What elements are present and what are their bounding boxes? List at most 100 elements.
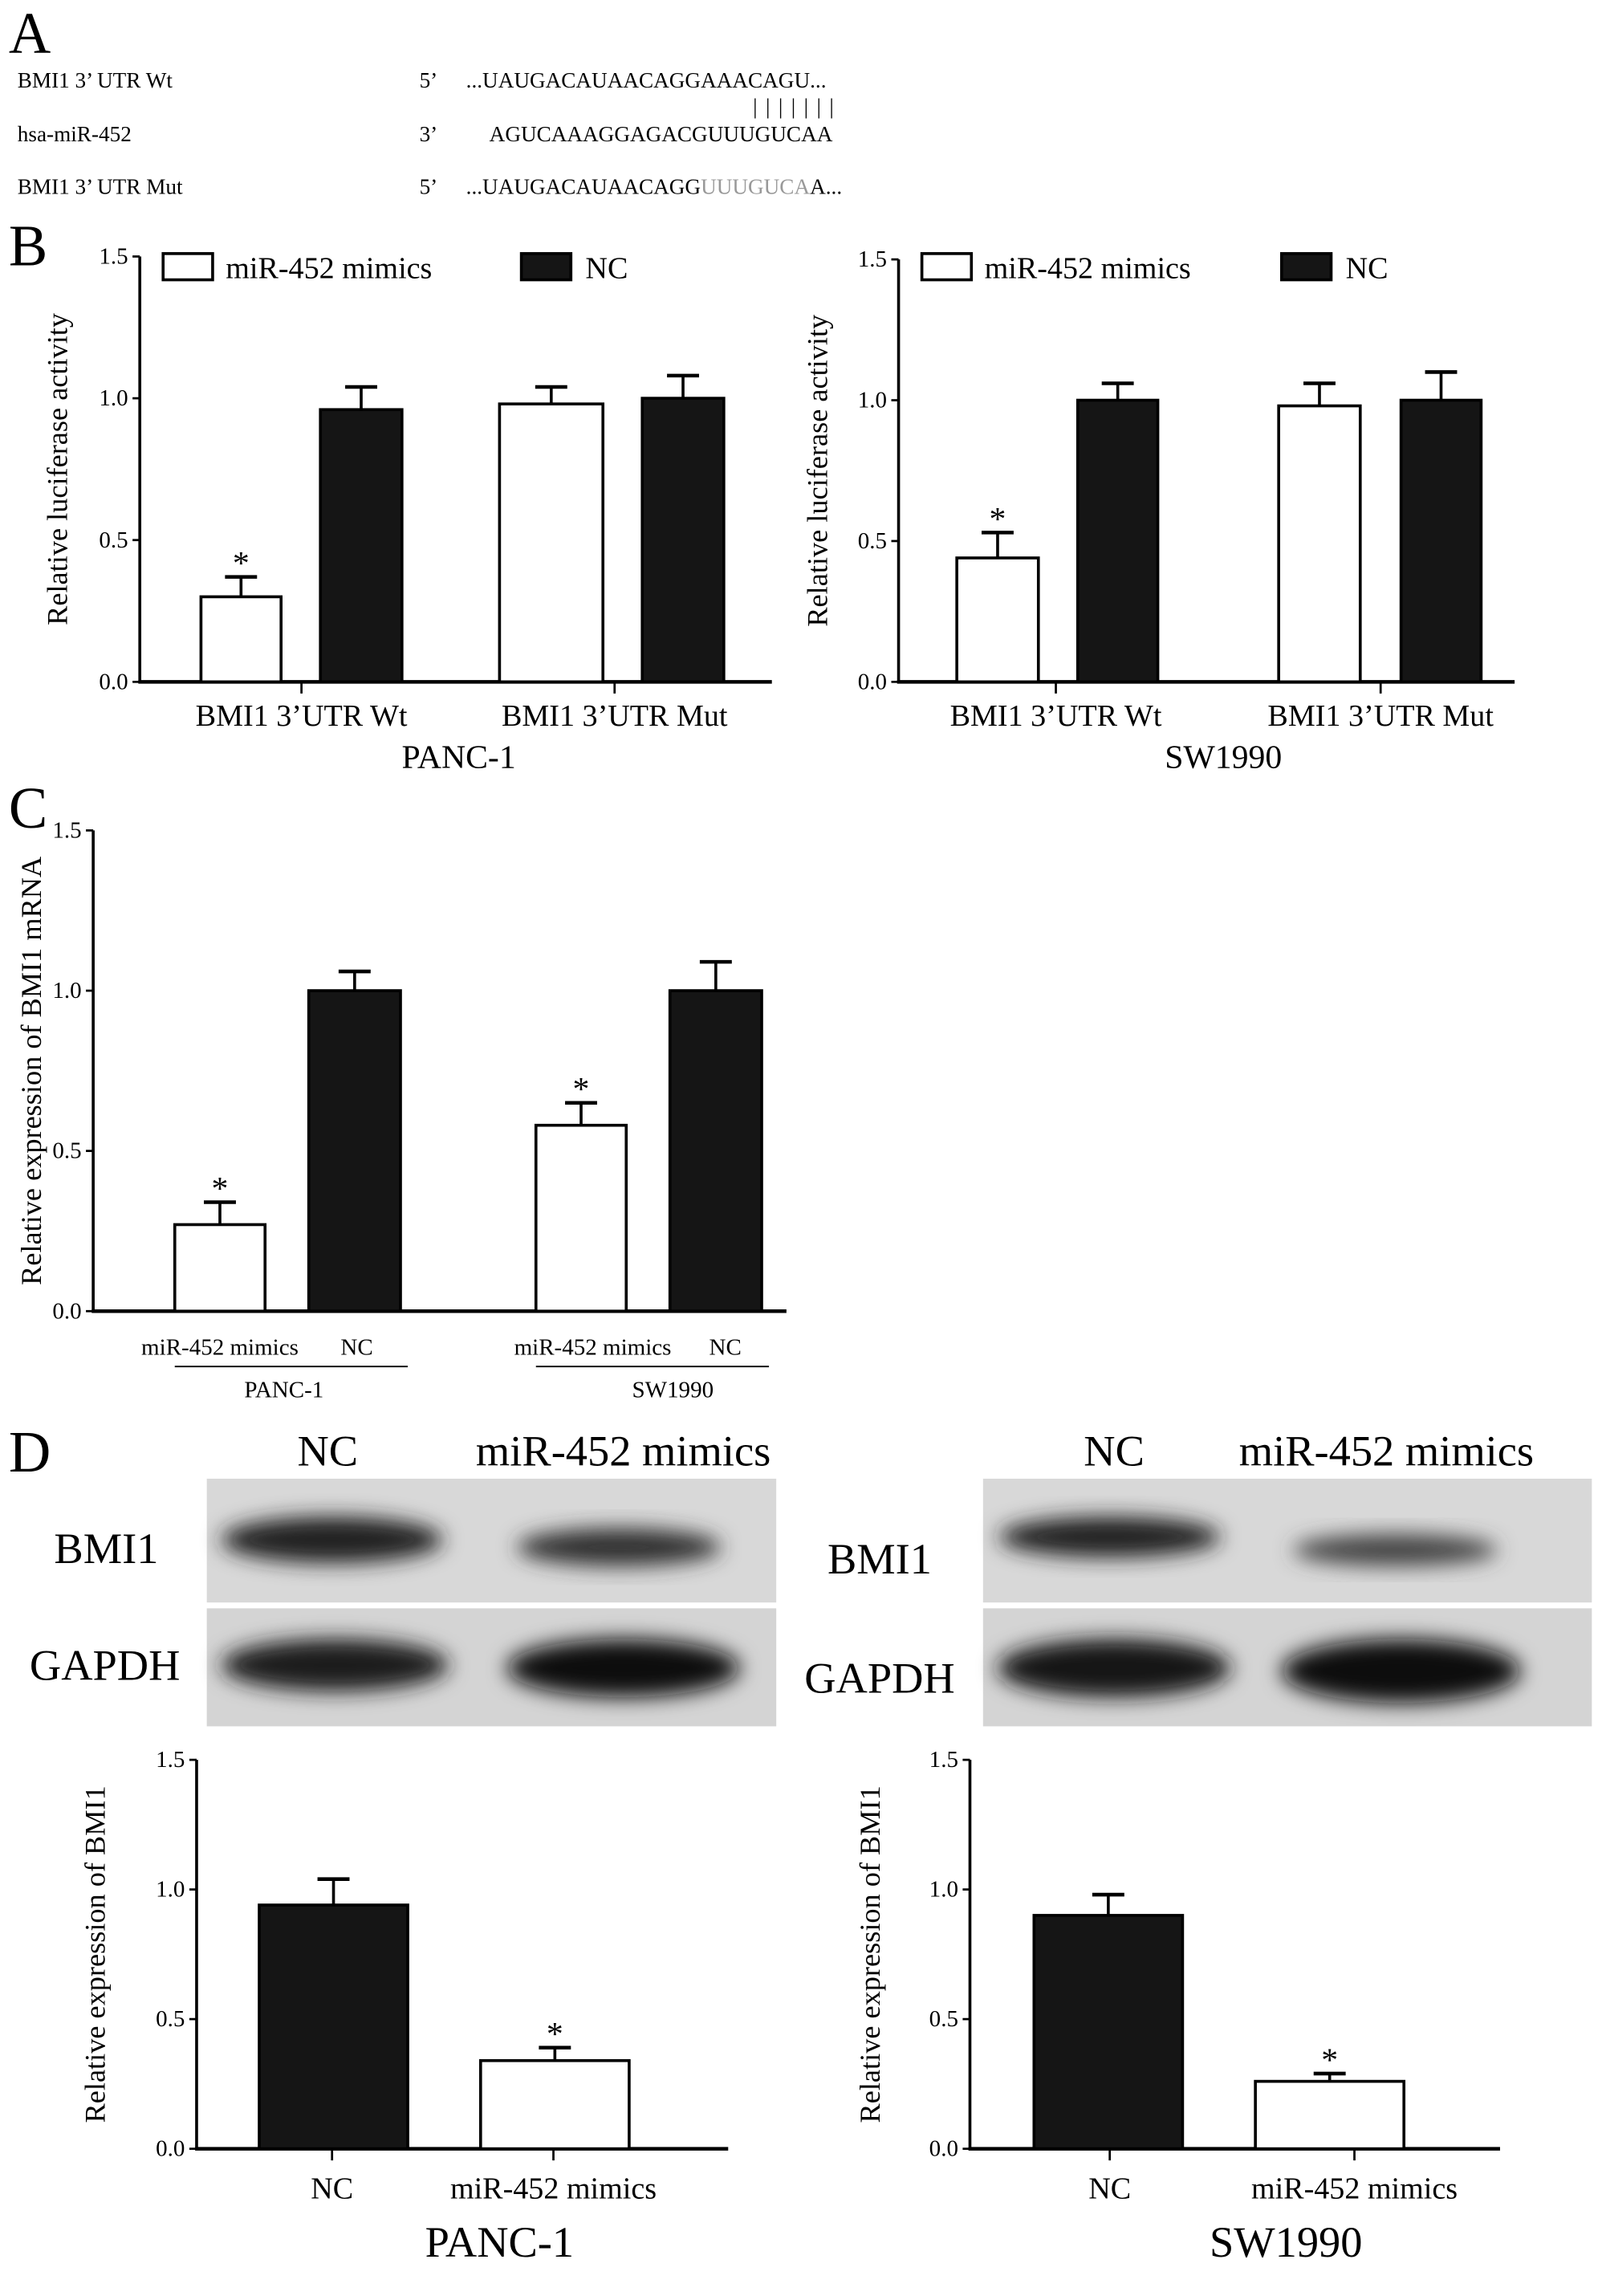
significance-mark: * (573, 1071, 590, 1108)
x-group-label: PANC-1 (244, 1377, 323, 1402)
y-axis-label: Relative expression of BMI1 (854, 1785, 886, 2123)
y-tick-label: 0.0 (858, 669, 887, 694)
bar (258, 1903, 409, 2151)
bar (1277, 404, 1362, 684)
blot-lane-label: NC (1084, 1427, 1145, 1476)
y-tick-label: 1.5 (858, 246, 887, 272)
legend-label: NC (585, 252, 628, 286)
legend-label: NC (1346, 252, 1389, 286)
sequence-alignment: BMI1 3’ UTR Wt 5’ ...UAUGACAUAACAGGAAACA… (18, 68, 842, 198)
y-tick-label: 1.5 (929, 1747, 958, 1773)
y-tick-label: 1.0 (52, 978, 81, 1003)
chart-title: SW1990 (1210, 2217, 1362, 2266)
blot-row-label: BMI1 (54, 1524, 158, 1573)
legend-swatch (519, 252, 573, 282)
blot-row-label: GAPDH (804, 1654, 954, 1703)
bar (307, 989, 402, 1313)
seq-mut-suffix: A... (810, 174, 842, 198)
blot-row-label: BMI1 (827, 1534, 932, 1583)
bar (1399, 398, 1483, 684)
blot-band (221, 1639, 449, 1691)
pairing-marks: | | | | | | | (753, 95, 836, 119)
chart-d-sw1990: 0.0 0.5 1.0 1.5 Relative expression of BMI1 *… (854, 1747, 1500, 2266)
y-tick-label: 0.5 (99, 527, 128, 553)
chart-b-sw1990: 0.0 0.5 1.0 1.5 Relative luciferase activity… (802, 246, 1515, 776)
blot-band (517, 1528, 722, 1566)
legend-label: miR-452 mimics (985, 252, 1191, 286)
y-tick-label: 1.0 (99, 385, 128, 411)
y-tick-label: 0.0 (929, 2136, 958, 2162)
blot-lane-label: miR-452 mimics (1239, 1427, 1534, 1476)
chart-d-panc-1: 0.0 0.5 1.0 1.5 Relative expression of BMI1 *… (79, 1747, 729, 2266)
significance-mark: * (547, 2016, 563, 2053)
y-axis-label: Relative luciferase activity (41, 313, 73, 625)
seq-wt: ...UAUGACAUAACAGGAAACAGU... (466, 68, 827, 92)
y-axis-label: Relative luciferase activity (802, 315, 834, 627)
bar (1032, 1914, 1185, 2151)
blot-row-label: GAPDH (30, 1640, 180, 1689)
blot-band (998, 1516, 1221, 1557)
blot-lane-label: miR-452 mimics (476, 1427, 771, 1476)
panel-label-c: C (9, 776, 47, 841)
bar (498, 402, 605, 684)
y-tick-label: 1.0 (858, 388, 887, 413)
significance-mark: * (990, 501, 1006, 538)
panel-label-b: B (9, 213, 47, 278)
seq-name-wt: BMI1 3’ UTR Wt (18, 68, 173, 92)
x-tick-label: NC (311, 2172, 353, 2205)
x-tick-label: BMI1 3’UTR Mut (502, 699, 728, 733)
seq-mut-mutated: UUUGUCA (701, 174, 810, 198)
seq-name-mut: BMI1 3’ UTR Mut (18, 174, 183, 198)
bar (319, 408, 404, 684)
blot-right: NC miR-452 mimics BMI1 GAPDH (804, 1427, 1592, 1727)
significance-mark: * (212, 1170, 229, 1207)
blot-band (997, 1639, 1231, 1698)
x-tick-label: miR-452 mimics (450, 2172, 657, 2205)
legend-swatch (1279, 252, 1333, 282)
y-tick-label: 1.5 (156, 1747, 185, 1773)
blot-band (506, 1639, 740, 1698)
seq-name-mir: hsa-miR-452 (18, 122, 132, 146)
seq-mir: AGUCAAAGGAGACGUUUGUCAA (490, 122, 833, 146)
significance-mark: * (1321, 2042, 1338, 2078)
x-tick-label: BMI1 3’UTR Mut (1267, 699, 1494, 733)
bar (1254, 2079, 1406, 2151)
y-axis-label: Relative expression of BMI1 mRNA (15, 857, 47, 1285)
bar (955, 556, 1040, 684)
bar (534, 1123, 628, 1313)
significance-mark: * (233, 545, 250, 582)
bar (640, 397, 726, 684)
x-tick-label: NC (1088, 2172, 1131, 2205)
bar (668, 989, 763, 1313)
x-sub-label: miR-452 mimics (141, 1335, 299, 1361)
bar (1075, 398, 1160, 684)
chart-b-panc-1: 0.0 0.5 1.0 1.5 Relative luciferase activity… (41, 244, 772, 776)
seq-mut: ...UAUGACAUAACAGGUUUGUCAA... (466, 174, 843, 198)
blot-band (221, 1516, 443, 1564)
y-tick-label: 0.5 (156, 2006, 185, 2032)
y-tick-label: 1.0 (156, 1877, 185, 1903)
x-tick-label: BMI1 3’UTR Wt (950, 699, 1162, 733)
seq-mut-prefix: ...UAUGACAUAACAGG (466, 174, 701, 198)
x-group-label: SW1990 (632, 1377, 714, 1402)
seq-end-mut: 5’ (420, 174, 438, 198)
y-tick-label: 0.5 (929, 2006, 958, 2032)
chart-title: PANC-1 (425, 2217, 575, 2266)
y-tick-label: 1.0 (929, 1877, 958, 1903)
blot-band (1281, 1639, 1521, 1704)
y-tick-label: 1.5 (52, 818, 81, 844)
chart-title: SW1990 (1165, 739, 1282, 776)
x-sub-label: miR-452 mimics (514, 1335, 672, 1361)
y-tick-label: 0.5 (52, 1138, 81, 1164)
x-tick-label: BMI1 3’UTR Wt (196, 699, 408, 733)
blot-left: NC miR-452 mimics BMI1 GAPDH (30, 1427, 777, 1727)
y-tick-label: 0.0 (156, 2136, 185, 2162)
blot-band (1293, 1533, 1498, 1566)
chart-title: PANC-1 (401, 739, 515, 776)
bar (478, 2058, 631, 2151)
seq-end-mir: 3’ (420, 122, 438, 146)
legend-swatch (920, 252, 974, 282)
bar (173, 1223, 267, 1313)
seq-end-wt: 5’ (420, 68, 438, 92)
